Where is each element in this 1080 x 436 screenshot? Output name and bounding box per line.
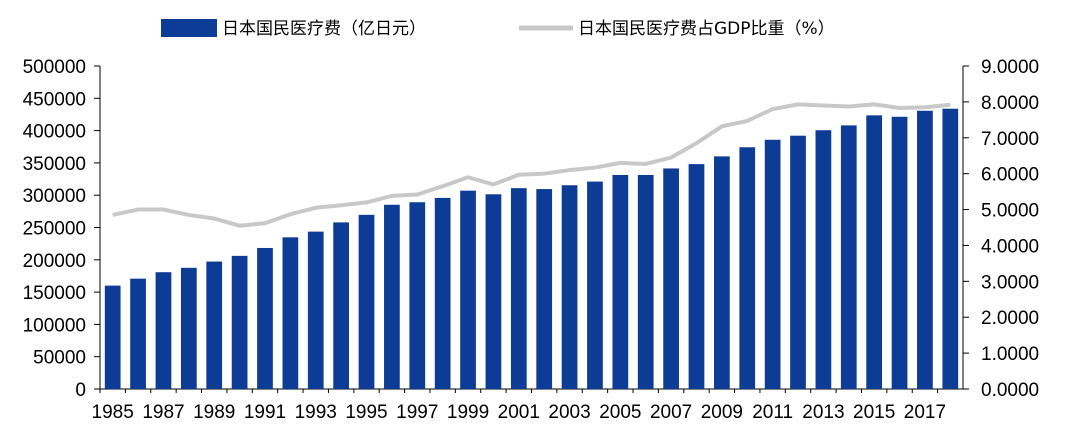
bar — [891, 116, 908, 389]
bar — [663, 168, 679, 389]
bar — [409, 202, 426, 389]
left-tick-label: 350000 — [23, 154, 86, 175]
x-tick-label: 1997 — [396, 402, 438, 423]
bar — [866, 115, 883, 389]
x-tick-label: 2007 — [650, 402, 692, 423]
left-tick-label: 150000 — [23, 283, 86, 304]
bar — [180, 267, 197, 389]
bar — [587, 181, 603, 389]
right-tick-label: 2.0000 — [981, 308, 1039, 329]
x-tick-label: 2011 — [752, 402, 793, 423]
x-tick-label: 2013 — [802, 402, 844, 423]
x-tick-label: 1985 — [92, 402, 134, 423]
legend: 日本国民医疗费（亿日元） 日本国民医疗费占GDP比重（%） — [161, 19, 835, 39]
bar — [637, 174, 654, 389]
right-tick-label: 5.0000 — [981, 201, 1039, 222]
left-tick-label: 50000 — [33, 348, 86, 369]
x-tick-label: 1989 — [193, 402, 235, 423]
bar — [917, 110, 933, 390]
bar — [688, 164, 705, 389]
bar — [510, 188, 527, 389]
bar — [942, 108, 959, 390]
bar — [384, 204, 400, 389]
bar — [713, 156, 730, 389]
right-tick-label: 6.0000 — [981, 165, 1039, 186]
bar — [561, 185, 578, 389]
right-tick-label: 9.0000 — [981, 57, 1039, 78]
x-tick-label: 2001 — [498, 402, 540, 423]
bar — [104, 285, 121, 389]
left-tick-label: 300000 — [23, 186, 86, 207]
bar — [434, 197, 451, 389]
bar — [155, 272, 172, 389]
x-tick-label: 1987 — [142, 402, 184, 423]
bar — [612, 174, 629, 389]
right-tick-label: 3.0000 — [981, 272, 1039, 293]
right-tick-label: 0.0000 — [981, 380, 1039, 401]
axes: 0 50000 100000 150000 200000 250000 300000 3500… — [23, 57, 1040, 423]
bar — [739, 147, 756, 389]
legend-line-label: 日本国民医疗费占GDP比重（%） — [578, 19, 835, 39]
x-tick-label: 2017 — [904, 402, 946, 423]
x-tick-label: 2003 — [548, 402, 590, 423]
right-tick-label: 8.0000 — [981, 93, 1039, 114]
right-tick-label: 4.0000 — [981, 236, 1039, 257]
left-tick-label: 100000 — [23, 315, 86, 336]
x-tick-label: 2015 — [853, 402, 895, 423]
bar — [840, 125, 857, 389]
right-tick-label: 7.0000 — [981, 129, 1039, 150]
x-tick-label: 2009 — [701, 402, 743, 423]
bar — [815, 130, 832, 389]
left-tick-label: 450000 — [23, 89, 86, 110]
x-tick-label: 1993 — [295, 402, 337, 423]
gdp-share-line — [112, 102, 951, 228]
bar — [257, 247, 273, 389]
left-tick-label: 0 — [75, 380, 86, 401]
bar — [790, 135, 806, 389]
bar — [536, 189, 553, 389]
bar — [282, 237, 299, 389]
bar — [460, 190, 476, 389]
left-tick-label: 200000 — [23, 251, 86, 272]
left-tick-label: 250000 — [23, 219, 86, 240]
bar — [231, 255, 248, 389]
bar — [130, 278, 146, 389]
bar — [358, 214, 375, 389]
legend-bar-swatch — [161, 19, 217, 37]
bar — [307, 231, 324, 389]
left-tick-label: 400000 — [23, 122, 86, 143]
right-tick-label: 1.0000 — [981, 344, 1039, 365]
line-series — [112, 102, 951, 228]
x-tick-label: 2005 — [599, 402, 641, 423]
bar — [333, 222, 350, 389]
bar — [206, 261, 223, 389]
left-tick-label: 500000 — [23, 57, 86, 78]
legend-bar-label: 日本国民医疗费（亿日元） — [222, 19, 426, 39]
bar-series — [104, 108, 959, 390]
x-tick-label: 1999 — [447, 402, 489, 423]
bar — [764, 139, 781, 389]
x-tick-label: 1991 — [244, 402, 286, 423]
bar — [485, 194, 502, 389]
x-tick-label: 1995 — [345, 402, 387, 423]
